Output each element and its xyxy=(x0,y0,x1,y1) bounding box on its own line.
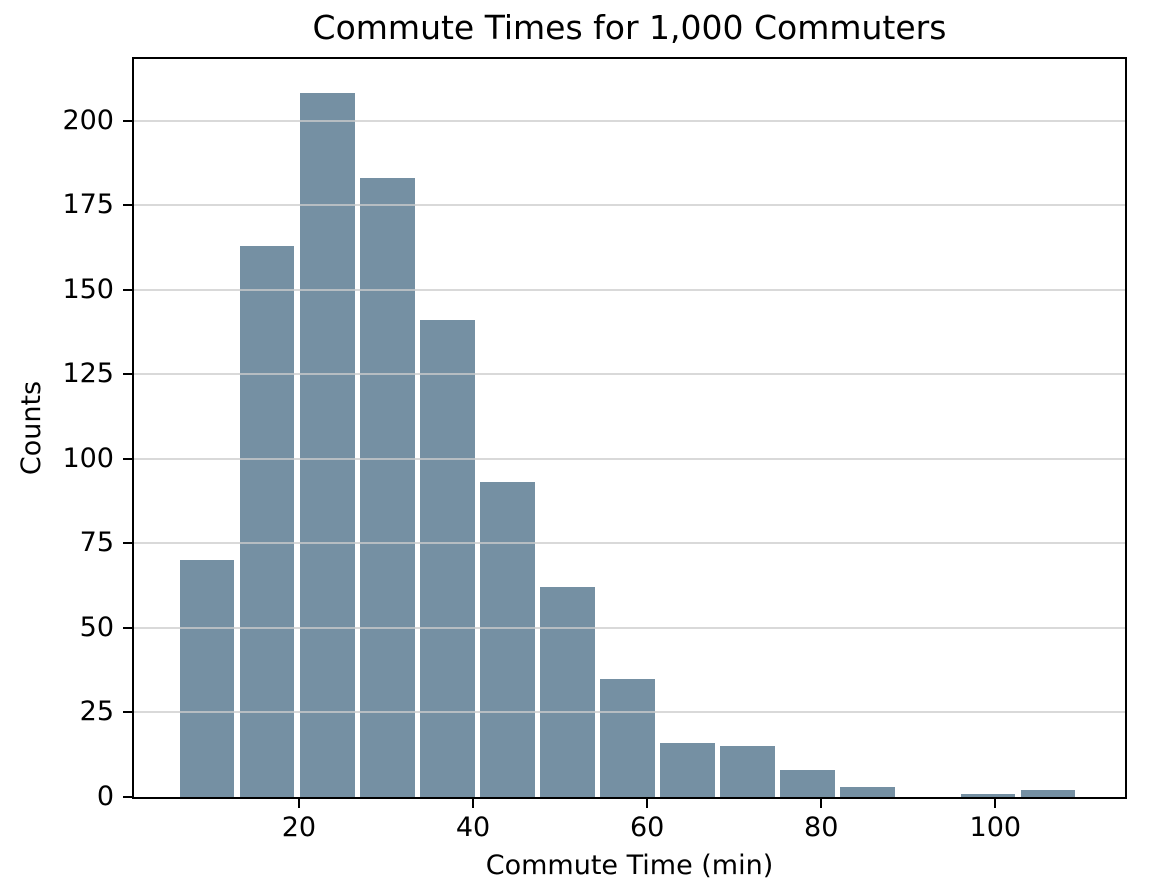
y-tick xyxy=(123,288,132,291)
histogram-bar xyxy=(420,320,475,797)
histogram-bar xyxy=(600,678,655,797)
y-tick-label: 50 xyxy=(79,611,114,643)
y-tick xyxy=(123,626,132,629)
histogram-bar xyxy=(1020,790,1076,797)
x-tick xyxy=(646,799,649,808)
gridline xyxy=(134,288,1125,291)
histogram-bar xyxy=(299,93,355,797)
gridline xyxy=(134,457,1125,460)
gridline xyxy=(134,119,1125,122)
histogram-bar xyxy=(780,769,836,797)
y-tick-label: 75 xyxy=(79,527,114,559)
histogram-bar xyxy=(720,746,775,797)
histogram-bar xyxy=(359,178,415,797)
y-tick xyxy=(123,711,132,714)
y-tick xyxy=(123,542,132,545)
histogram-bar xyxy=(480,482,535,797)
y-tick-label: 125 xyxy=(62,358,114,390)
y-tick xyxy=(123,796,132,798)
gridline xyxy=(134,711,1125,714)
y-tick-label: 100 xyxy=(62,442,114,474)
x-tick-label: 20 xyxy=(281,812,317,843)
y-tick-label: 200 xyxy=(62,104,114,136)
histogram-bar xyxy=(960,793,1016,797)
x-tick xyxy=(820,799,823,808)
y-axis-label-wrap: Counts xyxy=(0,57,64,799)
gridline xyxy=(134,626,1125,629)
chart-title: Commute Times for 1,000 Commuters xyxy=(312,8,947,47)
gridline xyxy=(134,204,1125,207)
histogram-bar xyxy=(540,587,595,797)
histogram-bar xyxy=(179,560,235,797)
y-tick-label: 0 xyxy=(96,781,114,812)
x-axis-label: Commute Time (min) xyxy=(485,850,774,881)
x-tick xyxy=(994,799,997,808)
histogram-bar xyxy=(840,786,896,797)
y-tick xyxy=(123,119,132,122)
histogram-bar xyxy=(660,742,715,797)
y-tick xyxy=(123,373,132,376)
x-tick-label: 100 xyxy=(969,812,1022,843)
x-tick xyxy=(297,799,300,808)
x-tick-label: 80 xyxy=(804,812,839,843)
y-tick xyxy=(123,457,132,460)
y-tick-label: 150 xyxy=(62,273,114,305)
x-tick-label: 60 xyxy=(629,812,665,843)
histogram-bar xyxy=(239,245,295,797)
y-tick-label: 175 xyxy=(62,189,114,221)
gridline xyxy=(134,373,1125,376)
plot-area: 0 25 50 75 100 125 150 175 200 20 40 60 80 100 xyxy=(62,57,1127,843)
x-tick-label: 40 xyxy=(455,812,491,843)
y-tick-label: 25 xyxy=(79,696,114,728)
y-tick xyxy=(123,204,132,207)
gridline xyxy=(134,542,1125,545)
x-tick xyxy=(472,799,475,808)
